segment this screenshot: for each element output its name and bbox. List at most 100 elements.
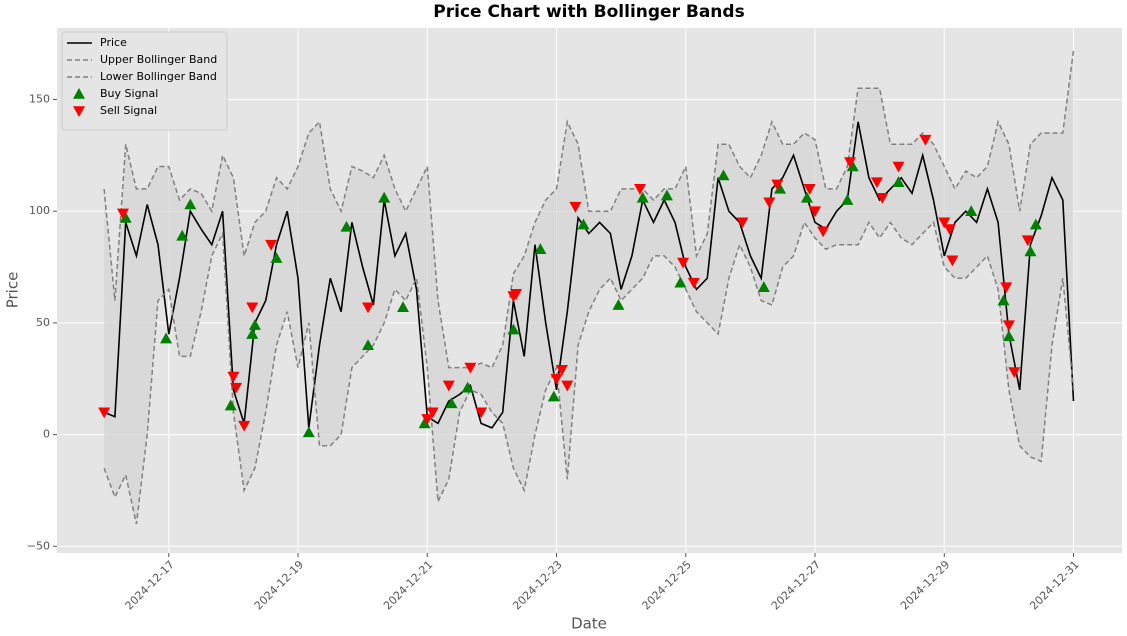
signal-marker xyxy=(774,182,787,194)
signal-marker xyxy=(534,243,547,254)
signal-marker xyxy=(1029,218,1042,230)
signal-marker xyxy=(870,177,883,189)
y-tick-label: 150 xyxy=(29,92,50,105)
signal-marker xyxy=(362,339,375,351)
x-tick-label: 2024-12-31 xyxy=(1027,558,1081,612)
series-line xyxy=(103,50,1075,369)
signal-marker xyxy=(876,192,889,204)
signal-marker xyxy=(238,420,251,432)
signal-marker xyxy=(841,194,854,205)
x-tick-label: 2024-12-25 xyxy=(640,558,694,612)
signal-marker xyxy=(507,323,520,335)
signal-marker xyxy=(763,197,776,209)
series-line xyxy=(103,121,1075,429)
signal-marker xyxy=(265,239,278,251)
chart-title: Price Chart with Bollinger Bands xyxy=(433,2,744,22)
signal-marker xyxy=(270,252,283,263)
legend-label: Upper Bollinger Band xyxy=(100,53,217,66)
signal-marker xyxy=(302,426,315,438)
signal-marker xyxy=(660,189,673,201)
signal-marker xyxy=(119,211,132,223)
signal-marker xyxy=(510,289,523,300)
legend-label: Sell Signal xyxy=(100,104,157,117)
signal-marker xyxy=(230,382,243,394)
legend-swatch xyxy=(73,106,85,117)
signal-marker xyxy=(892,176,905,187)
x-tick-label: 2024-12-23 xyxy=(510,558,564,612)
x-tick-label: 2024-12-19 xyxy=(252,558,306,612)
signal-marker xyxy=(817,226,830,238)
band-fill xyxy=(104,50,1074,524)
signal-marker xyxy=(612,299,625,310)
signal-marker xyxy=(224,399,237,411)
legend-label: Price xyxy=(100,36,127,49)
signal-marker xyxy=(677,257,690,269)
signal-marker xyxy=(421,414,434,425)
signal-marker xyxy=(569,201,582,213)
signal-marker xyxy=(442,380,455,392)
signal-marker xyxy=(246,302,259,314)
signal-marker xyxy=(160,332,173,344)
signal-marker xyxy=(461,381,474,393)
signal-marker xyxy=(1021,235,1034,247)
signal-marker xyxy=(919,134,932,146)
signal-marker xyxy=(674,276,687,288)
signal-marker xyxy=(633,184,646,195)
signal-marker xyxy=(687,277,700,289)
signal-marker xyxy=(943,224,956,236)
y-tick-label: −50 xyxy=(27,539,50,552)
x-tick-label: 2024-12-29 xyxy=(898,558,952,612)
x-axis-label: Date xyxy=(571,615,607,633)
signal-marker xyxy=(116,208,129,220)
legend: Price Upper Bollinger Band Lower Bollinger… xyxy=(61,31,228,131)
y-tick-label: 100 xyxy=(29,204,50,217)
signal-marker xyxy=(803,184,816,195)
signal-marker xyxy=(561,380,574,392)
signal-marker xyxy=(227,371,240,383)
signal-marker xyxy=(892,161,905,173)
signal-marker xyxy=(184,198,197,210)
signal-marker xyxy=(736,217,749,229)
signal-marker xyxy=(246,328,259,339)
signal-marker xyxy=(717,169,730,181)
y-tick-label: 0 xyxy=(43,428,50,441)
signal-marker xyxy=(809,206,822,218)
signal-marker xyxy=(1002,320,1015,332)
signal-marker xyxy=(1000,282,1013,294)
signal-marker xyxy=(426,407,439,419)
signal-marker xyxy=(965,205,978,216)
signal-marker xyxy=(550,373,563,385)
signal-marker xyxy=(1008,367,1021,379)
signal-marker xyxy=(577,218,590,230)
legend-label: Lower Bollinger Band xyxy=(100,70,217,83)
signal-marker xyxy=(418,417,431,429)
signal-marker xyxy=(846,160,859,172)
x-tick-label: 2024-12-17 xyxy=(123,558,177,612)
signal-marker xyxy=(757,281,770,292)
signal-marker xyxy=(362,302,375,314)
y-axis-label: Price xyxy=(4,272,22,309)
signal-marker xyxy=(340,220,353,232)
signal-marker xyxy=(176,229,189,241)
y-tick-label: 50 xyxy=(36,316,50,329)
signal-marker xyxy=(248,319,261,330)
signal-marker xyxy=(997,294,1010,306)
signal-marker xyxy=(800,191,813,203)
x-tick-label: 2024-12-21 xyxy=(381,558,435,612)
marks xyxy=(98,50,1075,525)
signal-marker xyxy=(445,397,458,409)
signal-marker xyxy=(397,301,410,313)
signal-marker xyxy=(555,365,568,376)
signal-marker xyxy=(464,362,477,374)
signal-marker xyxy=(946,255,959,267)
signal-marker xyxy=(547,390,560,402)
legend-swatch xyxy=(73,88,85,99)
legend-box xyxy=(61,31,228,131)
signal-marker xyxy=(1002,330,1015,342)
signal-marker xyxy=(378,191,391,203)
signal-marker xyxy=(98,407,111,419)
signal-marker xyxy=(1024,245,1037,257)
signal-marker xyxy=(475,407,488,419)
signal-marker xyxy=(636,191,649,203)
